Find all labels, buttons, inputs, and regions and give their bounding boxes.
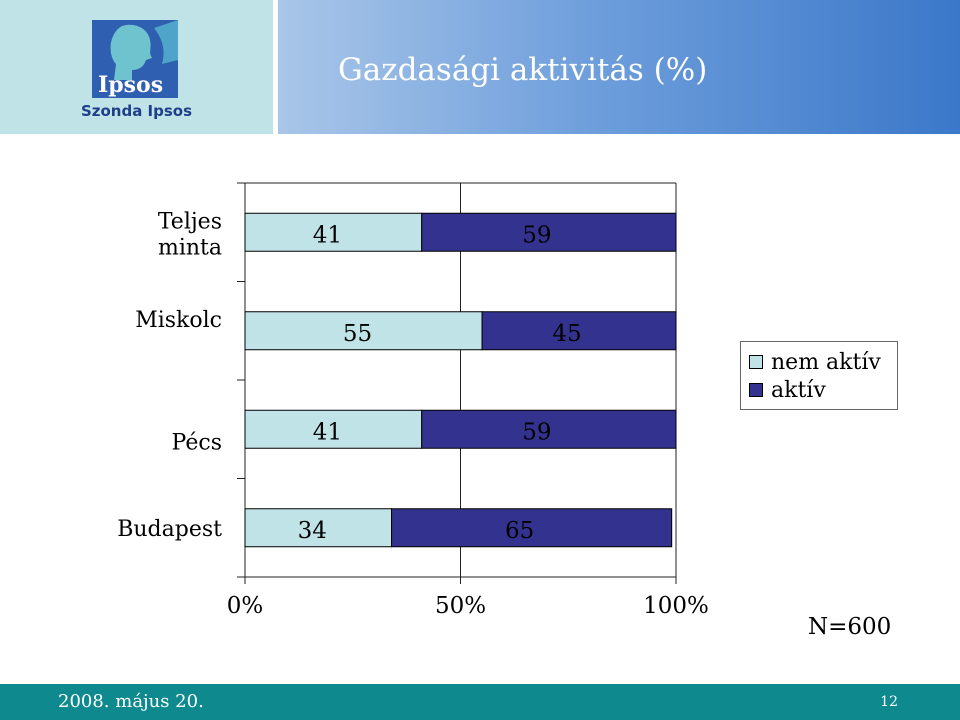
- data-label: 34: [298, 518, 327, 544]
- logo-text: Ipsos: [98, 72, 163, 98]
- x-tick-label: 50%: [435, 593, 486, 619]
- footer: 2008. május 20. 12: [0, 684, 960, 720]
- legend-swatch-aktiv: [749, 383, 763, 397]
- bar-aktiv: [391, 508, 673, 548]
- legend-label-aktiv: aktív: [771, 377, 826, 403]
- bar-nem-aktiv: [244, 409, 423, 449]
- category-label: Budapest: [117, 517, 222, 542]
- x-tick-label: 100%: [643, 593, 709, 619]
- bar-nem-aktiv: [244, 212, 423, 252]
- title-banner: Gazdasági aktivitás (%): [278, 0, 960, 134]
- stacked-bar-chart: 0% 50% 100% 41 59 Teljes minta 55 45 Miskolc 41 59 P…: [117, 182, 709, 619]
- ipsos-logo: Ipsos: [92, 20, 178, 98]
- legend: nem aktív aktív: [740, 341, 898, 410]
- bar-aktiv: [421, 409, 677, 449]
- legend-label-nem-aktiv: nem aktív: [771, 349, 881, 375]
- legend-item-nem-aktiv: nem aktív: [749, 349, 881, 375]
- data-label: 41: [313, 419, 342, 445]
- sample-size-note: N=600: [808, 614, 892, 640]
- data-label: 41: [313, 222, 342, 248]
- plot-area: 0% 50% 100% 41 59 Teljes minta 55 45 Miskolc 41 59 P…: [117, 182, 709, 619]
- data-label: 55: [343, 321, 372, 347]
- legend-swatch-nem-aktiv: [749, 355, 763, 369]
- page-title: Gazdasági aktivitás (%): [338, 52, 708, 88]
- bar-aktiv: [421, 212, 677, 252]
- logo-panel: Ipsos Szonda Ipsos: [0, 0, 273, 134]
- legend-item-aktiv: aktív: [749, 377, 826, 403]
- footer-date: 2008. május 20.: [58, 691, 204, 712]
- data-label: 45: [552, 321, 581, 347]
- data-label: 59: [522, 222, 551, 248]
- x-tick-label: 0%: [227, 593, 264, 619]
- bar-aktiv: [481, 311, 677, 351]
- bar-nem-aktiv: [244, 508, 393, 548]
- category-label: Teljes minta: [158, 209, 222, 260]
- page-number: 12: [880, 694, 898, 710]
- category-label: Pécs: [172, 430, 222, 455]
- logo-subtext: Szonda Ipsos: [80, 102, 193, 120]
- bar-nem-aktiv: [244, 311, 483, 351]
- category-label: Miskolc: [135, 308, 222, 333]
- data-label: 59: [522, 419, 551, 445]
- data-label: 65: [505, 518, 534, 544]
